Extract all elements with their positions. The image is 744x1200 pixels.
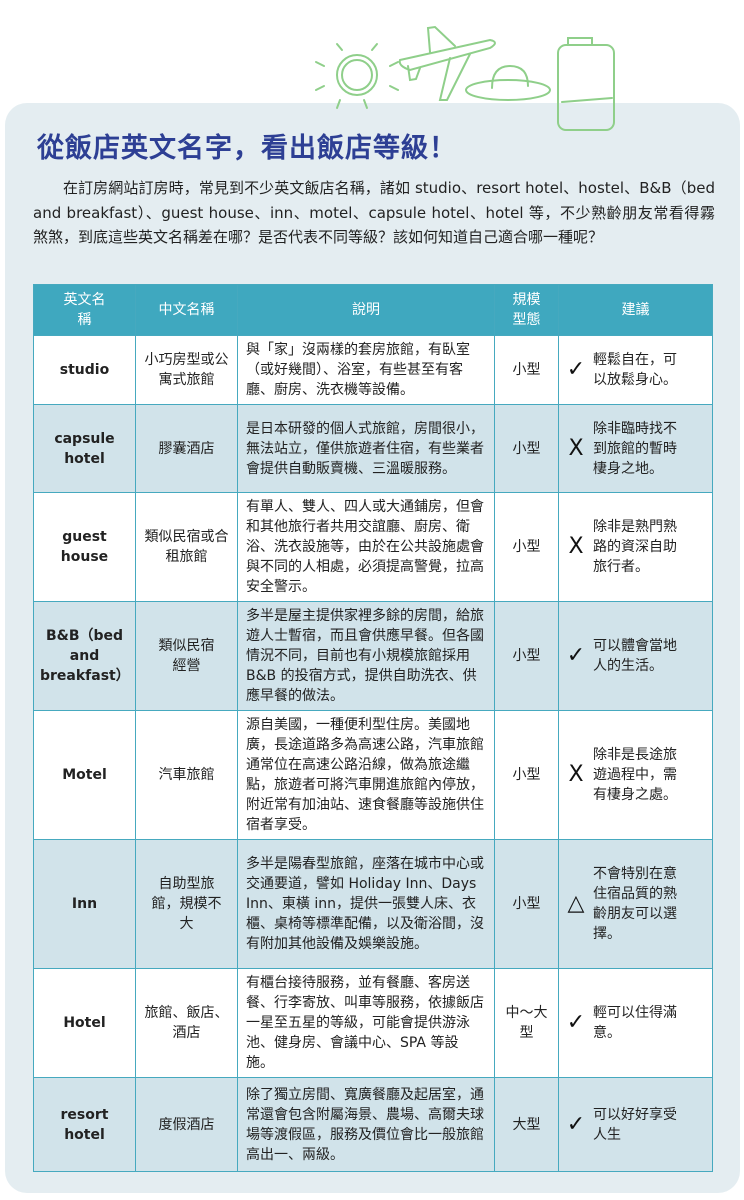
- sun-icon: [315, 43, 399, 109]
- page-title: 從飯店英文名字，看出飯店等級！: [37, 133, 457, 164]
- chinese-name: 汽車旅館: [135, 710, 238, 840]
- advice-text: 除非臨時找不到旅館的暫時棲身之地。: [593, 420, 677, 477]
- table-row: resort hotel 度假酒店 除了獨立房間、寬廣餐廳及起居室，通常還會包含附屬…: [33, 1077, 713, 1172]
- size-type: 小型: [494, 404, 559, 493]
- advice-text: 除非是熟門熟路的資深自助旅行者。: [593, 519, 677, 575]
- header-english-name: 英文名稱: [33, 284, 136, 336]
- table-row: capsule hotel 膠囊酒店 是日本研發的個人式旅館，房間很小，無法站立，僅…: [33, 404, 713, 493]
- cross-icon: X: [568, 534, 584, 559]
- description: 多半是屋主提供家裡多餘的房間，給旅遊人士暫宿，而且會供應早餐。但各國情況不同，目…: [237, 601, 495, 711]
- advice: ✓ 輕可以住得滿意。: [558, 968, 713, 1078]
- advice-text: 可以體會當地人的生活。: [593, 638, 677, 674]
- size-type: 小型: [494, 335, 559, 405]
- intro-paragraph: 在訂房網站訂房時，常見到不少英文飯店名稱，諸如 studio、resort ho…: [33, 179, 715, 246]
- header-description: 說明: [237, 284, 495, 336]
- hat-icon: [465, 64, 551, 101]
- chinese-name: 小巧房型或公寓式旅館: [135, 335, 238, 405]
- size-type: 小型: [494, 839, 559, 969]
- header-advice: 建議: [558, 284, 713, 336]
- chinese-name: 旅館、飯店、酒店: [135, 968, 238, 1078]
- description: 有櫃台接待服務，並有餐廳、客房送餐、行李寄放、叫車等服務，依據飯店一星至五星的等…: [237, 968, 495, 1078]
- chinese-name: 類似民宿或合租旅館: [135, 492, 238, 602]
- table-row: Hotel 旅館、飯店、酒店 有櫃台接待服務，並有餐廳、客房送餐、行李寄放、叫車等服…: [33, 968, 713, 1078]
- english-name: studio: [33, 335, 136, 405]
- description: 是日本研發的個人式旅館，房間很小，無法站立，僅供旅遊者住宿，有些業者會提供自動販…: [237, 404, 495, 493]
- size-type: 小型: [494, 710, 559, 840]
- check-icon: ✓: [566, 1111, 586, 1137]
- advice: △ 不會特別在意住宿品質的熟齡朋友可以選擇。: [558, 839, 713, 969]
- advice-text: 輕可以住得滿意。: [593, 1005, 677, 1041]
- advice-text: 輕鬆自在，可以放鬆身心。: [593, 352, 677, 388]
- table-row: B&B（bed and breakfast） 類似民宿經營 多半是屋主提供家裡多餘的…: [33, 601, 713, 711]
- advice: X 除非臨時找不到旅館的暫時棲身之地。: [558, 404, 713, 493]
- english-name: resort hotel: [33, 1077, 136, 1172]
- table-row: guest house 類似民宿或合租旅館 有單人、雙人、四人或大通鋪房，但會和其他…: [33, 492, 713, 602]
- advice: ✓ 輕鬆自在，可以放鬆身心。: [558, 335, 713, 405]
- description: 除了獨立房間、寬廣餐廳及起居室，通常還會包含附屬海景、農場、高爾夫球場等渡假區，…: [237, 1077, 495, 1172]
- triangle-icon: △: [567, 891, 585, 916]
- description: 與「家」沒兩樣的套房旅館，有臥室（或好幾間）、浴室，有些甚至有客廳、廚房、洗衣機…: [237, 335, 495, 405]
- advice-text: 不會特別在意住宿品質的熟齡朋友可以選擇。: [593, 866, 677, 942]
- chinese-name: 度假酒店: [135, 1077, 238, 1172]
- english-name: Hotel: [33, 968, 136, 1078]
- advice: X 除非是熟門熟路的資深自助旅行者。: [558, 492, 713, 602]
- description: 源自美國，一種便利型住房。美國地廣，長途道路多為高速公路，汽車旅館通常位在高速公…: [237, 710, 495, 840]
- airplane-icon: [398, 25, 496, 101]
- table-row: studio 小巧房型或公寓式旅館 與「家」沒兩樣的套房旅館，有臥室（或好幾間）、浴…: [33, 335, 713, 405]
- size-type: 小型: [494, 492, 559, 602]
- english-name: capsule hotel: [33, 404, 136, 493]
- size-type: 中～大型: [494, 968, 559, 1078]
- header-chinese-name: 中文名稱: [135, 284, 238, 336]
- table-row: Inn 自助型旅館，規模不大 多半是陽春型旅館，座落在城市中心或交通要道，譬如 Ho…: [33, 839, 713, 969]
- english-name: Motel: [33, 710, 136, 840]
- cross-icon: X: [568, 762, 584, 787]
- advice: X 除非是長途旅遊過程中，需有棲身之處。: [558, 710, 713, 840]
- english-name: Inn: [33, 839, 136, 969]
- description: 有單人、雙人、四人或大通鋪房，但會和其他旅行者共用交誼廳、廚房、衛浴、洗衣設施等…: [237, 492, 495, 602]
- cross-icon: X: [568, 435, 584, 461]
- advice: ✓ 可以好好享受人生: [558, 1077, 713, 1172]
- size-type: 小型: [494, 601, 559, 711]
- advice-text: 可以好好享受人生: [593, 1106, 677, 1143]
- chinese-name: 類似民宿經營: [135, 601, 238, 711]
- check-icon: ✓: [566, 357, 586, 382]
- table-header: 英文名稱 中文名稱 說明 規模型態 建議: [33, 284, 713, 336]
- size-type: 大型: [494, 1077, 559, 1172]
- table-row: Motel 汽車旅館 源自美國，一種便利型住房。美國地廣，長途道路多為高速公路，汽車…: [33, 710, 713, 840]
- header-size: 規模型態: [494, 284, 559, 336]
- check-icon: ✓: [566, 1010, 586, 1035]
- hotel-types-table: 英文名稱 中文名稱 說明 規模型態 建議 studio 小巧房型或公寓式旅館 與「家…: [33, 284, 713, 1172]
- advice-text: 除非是長途旅遊過程中，需有棲身之處。: [593, 747, 677, 803]
- suitcase-icon: [557, 37, 615, 131]
- chinese-name: 膠囊酒店: [135, 404, 238, 493]
- description: 多半是陽春型旅館，座落在城市中心或交通要道，譬如 Holiday Inn、Day…: [237, 839, 495, 969]
- check-icon: ✓: [566, 643, 586, 668]
- travel-decoration: [315, 25, 615, 131]
- chinese-name: 自助型旅館，規模不大: [135, 839, 238, 969]
- advice: ✓ 可以體會當地人的生活。: [558, 601, 713, 711]
- english-name: B&B（bed and breakfast）: [33, 601, 136, 711]
- english-name: guest house: [33, 492, 136, 602]
